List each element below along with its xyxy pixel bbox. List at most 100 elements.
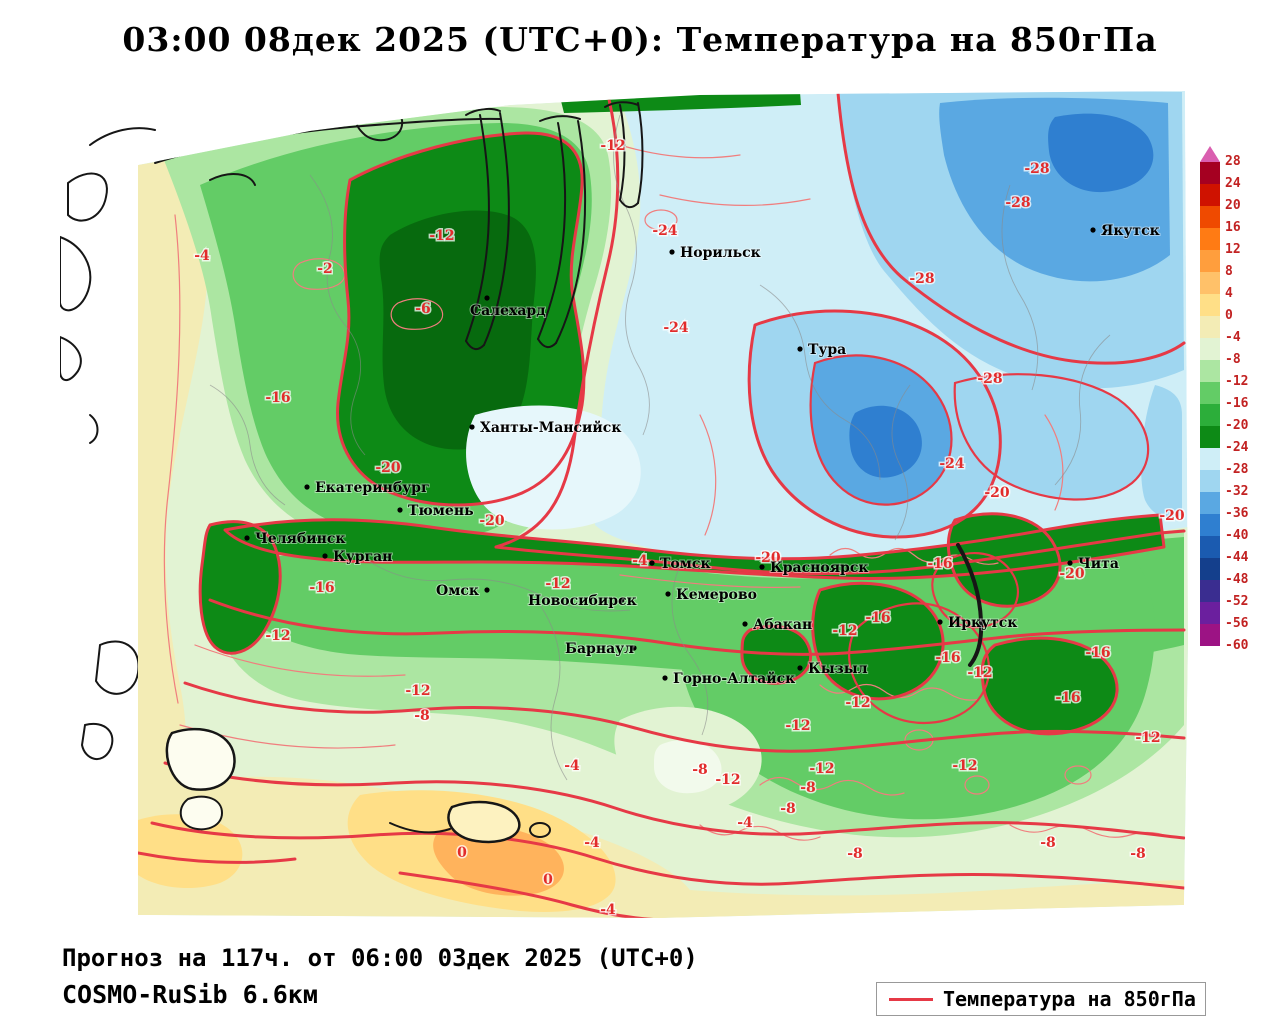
city-marker: Екатеринбург [304, 479, 431, 497]
coastline-layer [154, 101, 984, 844]
colorbar-segment [1200, 316, 1220, 338]
admin-border-layer [209, 114, 1111, 781]
city-dot [797, 665, 803, 671]
contour-value-label: -8 [692, 762, 708, 778]
city-dot [1067, 560, 1073, 566]
city-marker: Горно-Алтайск [662, 669, 796, 688]
page-title: 03:00 08дек 2025 (UTC+0): Температура на… [122, 20, 1158, 59]
city-marker: Якутск [1090, 222, 1161, 240]
colorbar-tick-label: -28 [1225, 462, 1249, 477]
colorbar-tick-label: -56 [1225, 616, 1249, 631]
city-label: Челябинск [255, 531, 346, 547]
city-dot [304, 484, 310, 490]
city-marker: Красноярск [759, 559, 869, 577]
city-marker: Кемерово [665, 586, 758, 604]
city-dot [742, 621, 748, 627]
colorbar-segment [1200, 470, 1220, 492]
colorbar-tick-label: -16 [1225, 396, 1249, 411]
colorbar-segment [1200, 558, 1220, 580]
contour-value-label: -12 [785, 718, 810, 734]
contour-value-label: -24 [939, 456, 965, 472]
colorbar-segment [1200, 426, 1220, 448]
city-label: Барнаул [565, 641, 634, 657]
city-marker: Салехард [469, 295, 547, 320]
temperature-fill-layer [138, 91, 1188, 918]
contour-value-label: -12 [967, 665, 992, 681]
city-dot [665, 591, 671, 597]
city-label: Новосибирск [528, 593, 637, 609]
contour-value-label: -24 [663, 320, 689, 336]
contour-value-label: -12 [715, 772, 740, 788]
city-marker: Иркутск [937, 614, 1018, 632]
colorbar-tick-label: -60 [1225, 638, 1249, 653]
map-artwork: -4 -2 -12 -6 -12 -24 -24 -28 -28 -28 -28 -24 -20 -20 -… [60, 91, 1188, 920]
city-marker: Томск [649, 555, 712, 573]
colorbar-segment [1200, 360, 1220, 382]
contour-value-label: -28 [977, 371, 1002, 387]
city-label: Норильск [680, 245, 761, 261]
colorbar-tick-label: -48 [1225, 572, 1249, 587]
colorbar-segment [1200, 624, 1220, 646]
city-marker: Барнаул [564, 640, 637, 658]
colorbar-segment [1200, 272, 1220, 294]
colorbar-tick-label: 16 [1225, 220, 1241, 235]
contour-value-label: 0 [457, 845, 467, 861]
contour-value-label: -16 [265, 390, 290, 406]
colorbar-segment [1200, 338, 1220, 360]
city-dot [937, 619, 943, 625]
city-label: Салехард [470, 303, 546, 319]
colorbar-segment [1200, 228, 1220, 250]
colorbar-tick-label: 24 [1225, 176, 1241, 191]
city-label: Тура [808, 342, 846, 358]
contour-value-label: -8 [1040, 835, 1056, 851]
contour-value-label: -4 [584, 835, 600, 851]
city-marker: Абакан [742, 616, 813, 634]
colorbar-tick-label: -8 [1225, 352, 1241, 367]
colorbar-segment [1200, 382, 1220, 404]
contour-value-label: -16 [1085, 645, 1110, 661]
coastline-outside-layer [60, 127, 156, 760]
city-label: Ханты-Мансийск [480, 419, 621, 436]
city-label: Курган [333, 549, 392, 565]
colorbar-segment [1200, 602, 1220, 624]
contour-value-label: -16 [927, 556, 952, 572]
city-label: Тюмень [408, 503, 474, 519]
city-marker: Ханты-Мансийск [469, 418, 622, 437]
city-marker: Курган [322, 548, 393, 566]
city-dot [484, 295, 490, 301]
model-info: COSMO-RuSib 6.6км [62, 980, 318, 1009]
colorbar-tick-label: 28 [1225, 154, 1241, 169]
contour-value-label: -12 [265, 628, 290, 644]
city-marker: Чита [1067, 555, 1120, 573]
colorbar-segment [1200, 184, 1220, 206]
contour-value-label: -4 [632, 553, 648, 569]
colorbar-top-arrow-icon [1200, 146, 1220, 162]
city-dot [469, 424, 475, 430]
colorbar-ticks: 28 24 20 16 12 8 4 0 -4 -8 -12 -16 -20 -24 -28 -32 -36 -4… [1225, 154, 1271, 670]
city-dot [397, 507, 403, 513]
city-dot [759, 564, 765, 570]
contour-label-layer: -4 -2 -12 -6 -12 -24 -24 -28 -28 -28 -28 -24 -20 -20 -… [193, 137, 1187, 920]
city-dot [797, 346, 803, 352]
contour-value-label: -4 [737, 815, 753, 831]
colorbar-tick-label: 0 [1225, 308, 1233, 323]
contour-value-label: -16 [935, 650, 960, 666]
colorbar-tick-label: -36 [1225, 506, 1249, 521]
temperature-colorbar: 28 24 20 16 12 8 4 0 -4 -8 -12 -16 -20 -24 -28 -32 -36 -4… [1200, 146, 1248, 653]
contour-line-layer [138, 91, 1186, 918]
contour-value-label: 0 [543, 872, 553, 888]
contour-value-label: -8 [800, 780, 816, 796]
colorbar-segment [1200, 536, 1220, 558]
city-label: Чита [1078, 556, 1119, 572]
colorbar-tick-label: -40 [1225, 528, 1249, 543]
city-label: Красноярск [770, 560, 868, 576]
map-legend: Температура на 850гПа [876, 982, 1206, 1016]
city-dot [662, 675, 668, 681]
colorbar-tick-label: -32 [1225, 484, 1249, 499]
contour-value-label: -20 [1159, 508, 1185, 524]
contour-value-label: -8 [414, 708, 430, 724]
city-label: Иркутск [948, 615, 1017, 631]
city-dot [244, 535, 250, 541]
city-marker: Тюмень [397, 502, 475, 520]
colorbar-tick-label: 20 [1225, 198, 1241, 213]
